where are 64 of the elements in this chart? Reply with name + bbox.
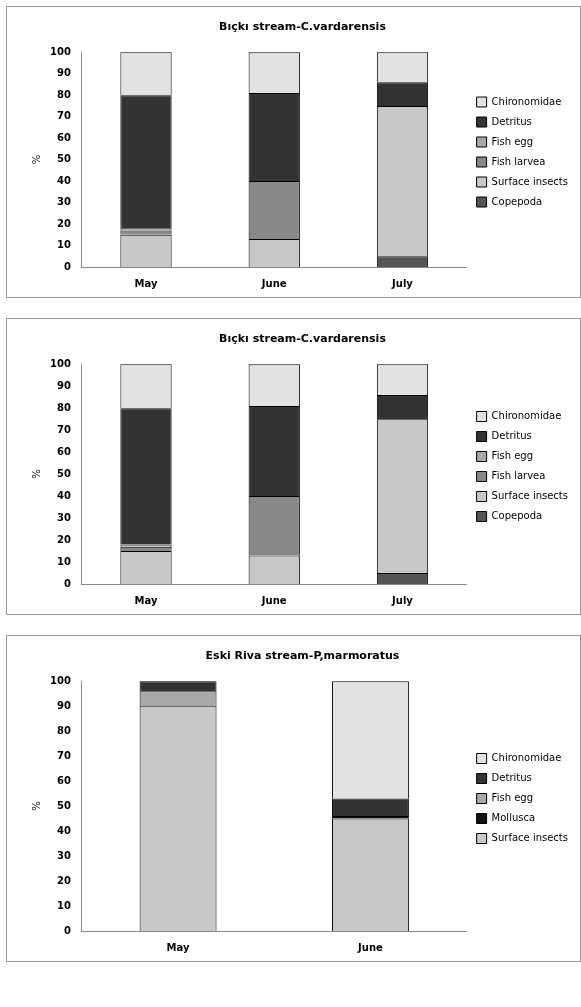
y-tick-label: 10	[56, 899, 71, 911]
y-tick-label: 0	[63, 577, 71, 589]
chart-title: Bıçkı stream-C.vardarensis	[219, 332, 387, 346]
y-tick-label: 10	[56, 239, 71, 251]
chart-title: Eski Riva stream-P,marmoratus	[205, 649, 400, 663]
legend-label: Mollusca	[491, 812, 536, 824]
legend-label: Copepoda	[491, 510, 543, 522]
y-tick-label: 60	[56, 774, 71, 786]
legend-label: Fish larvea	[491, 155, 546, 167]
y-tick-label: 70	[56, 110, 71, 122]
y-tick-label: 0	[63, 924, 71, 936]
x-tick-label: July	[391, 594, 414, 606]
legend-label: Surface insects	[491, 832, 569, 844]
y-tick-label: 50	[56, 799, 71, 811]
y-tick-label: 40	[56, 824, 71, 836]
y-tick-label: 30	[56, 196, 71, 208]
y-tick-label: 30	[56, 511, 71, 523]
legend-label: Surface insects	[491, 490, 569, 502]
y-tick-label: 70	[56, 423, 71, 435]
legend-label: Detritus	[491, 430, 532, 442]
y-tick-label: 40	[56, 489, 71, 501]
x-tick-label: June	[357, 941, 384, 953]
y-tick-label: 50	[56, 467, 71, 479]
y-tick-label: 10	[56, 555, 71, 567]
x-tick-label: June	[260, 277, 287, 289]
x-tick-label: May	[166, 941, 190, 953]
legend-label: Fish egg	[491, 792, 534, 804]
legend-label: Fish larvea	[491, 470, 546, 482]
legend-label: Fish egg	[491, 135, 534, 147]
x-tick-label: June	[260, 594, 287, 606]
y-tick-label: 80	[56, 88, 71, 100]
legend-label: Chironomidae	[491, 752, 562, 764]
y-tick-label: 100	[50, 357, 71, 369]
legend-label: Chironomidae	[491, 410, 562, 422]
y-tick-label: 20	[56, 217, 71, 229]
legend-label: Detritus	[491, 772, 532, 784]
legend-label: Fish egg	[491, 450, 534, 462]
y-tick-label: 80	[56, 724, 71, 736]
y-tick-label: 40	[56, 174, 71, 186]
legend-label: Chironomidae	[491, 95, 562, 107]
legend-label: Detritus	[491, 115, 532, 127]
y-tick-label: 20	[56, 533, 71, 545]
y-axis-title: %	[30, 469, 42, 479]
y-tick-label: 60	[56, 131, 71, 143]
x-tick-label: May	[134, 594, 158, 606]
y-tick-label: 80	[56, 401, 71, 413]
y-tick-label: 100	[50, 674, 71, 686]
legend-label: Copepoda	[491, 195, 543, 207]
y-tick-label: 0	[63, 260, 71, 272]
y-tick-label: 100	[50, 45, 71, 57]
y-tick-label: 30	[56, 849, 71, 861]
y-axis-title: %	[30, 801, 42, 811]
y-tick-label: 50	[56, 153, 71, 165]
legend-label: Surface insects	[491, 175, 569, 187]
y-axis-title: %	[30, 154, 42, 165]
y-tick-label: 90	[56, 699, 71, 711]
y-tick-label: 90	[56, 379, 71, 391]
chart-title: Bıçkı stream-C.vardarensis	[219, 20, 387, 34]
y-tick-label: 90	[56, 67, 71, 79]
y-tick-label: 70	[56, 749, 71, 761]
y-tick-label: 20	[56, 874, 71, 886]
x-tick-label: July	[391, 277, 414, 289]
x-tick-label: May	[134, 277, 158, 289]
y-tick-label: 60	[56, 445, 71, 457]
